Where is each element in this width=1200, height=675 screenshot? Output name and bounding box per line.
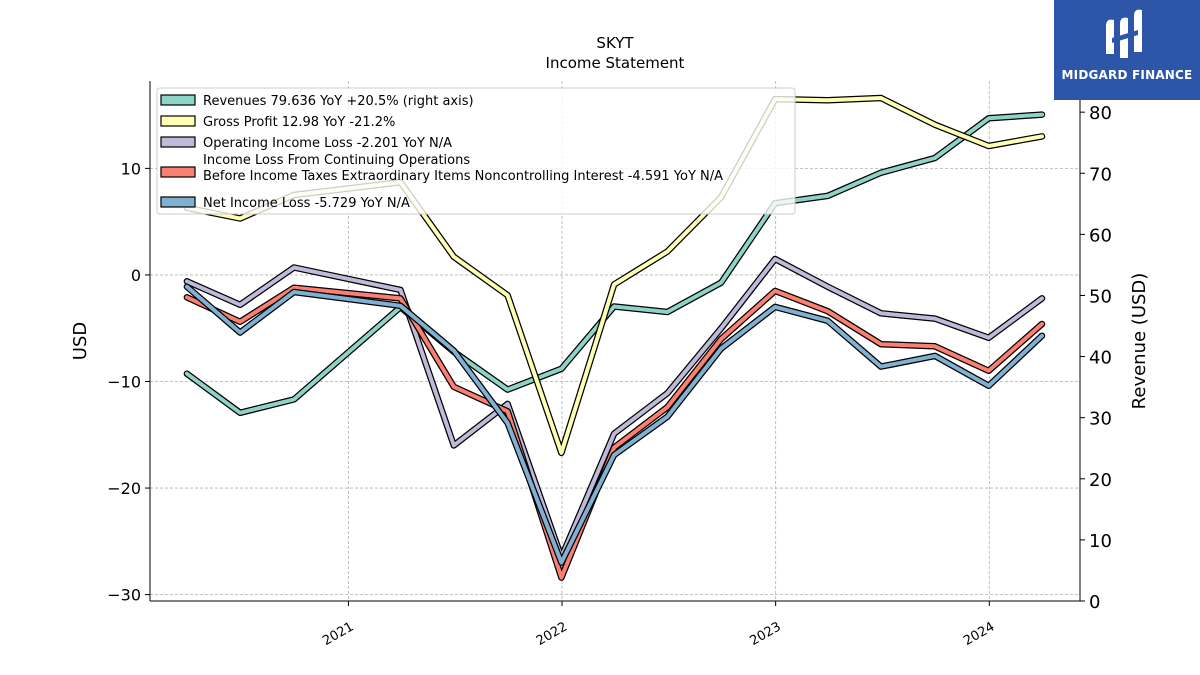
y-axis-label: USD xyxy=(70,322,91,360)
series-3 xyxy=(183,284,1046,581)
series-line xyxy=(184,285,1044,580)
series-2 xyxy=(183,255,1046,561)
legend-label: Operating Income Loss -2.201 YoY N/A xyxy=(203,136,452,151)
left-tick-label: −10 xyxy=(107,372,141,391)
right-tick-label: 10 xyxy=(1089,531,1112,552)
legend-label: Before Income Taxes Extraordinary Items … xyxy=(203,169,723,184)
series-4 xyxy=(183,283,1046,566)
left-tick-label: −30 xyxy=(107,586,141,605)
x-tick-label: 2024 xyxy=(961,619,997,649)
legend-swatch xyxy=(160,166,196,178)
y2-axis-label: Revenue (USD) xyxy=(1129,273,1150,410)
right-tick-label: 50 xyxy=(1089,286,1112,307)
legend-swatch xyxy=(160,196,196,208)
legend-label: Gross Profit 12.98 YoY -21.2% xyxy=(203,115,395,130)
series-0 xyxy=(183,111,1046,417)
legend-label: Revenues 79.636 YoY +20.5% (right axis) xyxy=(203,94,474,109)
legend-swatch xyxy=(160,136,196,148)
chart-title: SKYT xyxy=(596,34,634,52)
series-outline xyxy=(183,283,1046,566)
legend-box xyxy=(156,87,796,215)
series-line xyxy=(184,112,1044,415)
chart-subtitle: Income Statement xyxy=(546,54,685,72)
right-tick-label: 0 xyxy=(1089,592,1100,613)
legend-label: Net Income Loss -5.729 YoY N/A xyxy=(203,196,410,211)
x-tick-label: 2023 xyxy=(747,619,783,649)
logo-text: MIDGARD FINANCE xyxy=(1061,68,1193,82)
legend-swatch xyxy=(160,94,196,106)
right-tick-label: 30 xyxy=(1089,409,1112,430)
brand-logo: MIDGARD FINANCE xyxy=(1054,0,1200,100)
x-tick-label: 2022 xyxy=(534,619,570,649)
series-line xyxy=(184,284,1044,565)
left-tick-label: −20 xyxy=(107,479,141,498)
logo-mark-icon xyxy=(1106,9,1142,59)
legend-label: Income Loss From Continuing Operations xyxy=(203,153,470,168)
x-tick-label: 2021 xyxy=(320,619,356,649)
right-tick-label: 40 xyxy=(1089,348,1112,369)
right-tick-label: 60 xyxy=(1089,225,1112,246)
left-tick-label: 0 xyxy=(131,266,141,285)
right-tick-label: 80 xyxy=(1089,103,1112,124)
legend-swatch xyxy=(160,115,196,127)
right-tick-label: 70 xyxy=(1089,164,1112,185)
series-line xyxy=(184,257,1044,560)
legend: Revenues 79.636 YoY +20.5% (right axis) G… xyxy=(156,87,796,215)
left-tick-label: 10 xyxy=(121,159,141,178)
right-tick-label: 20 xyxy=(1089,470,1112,491)
